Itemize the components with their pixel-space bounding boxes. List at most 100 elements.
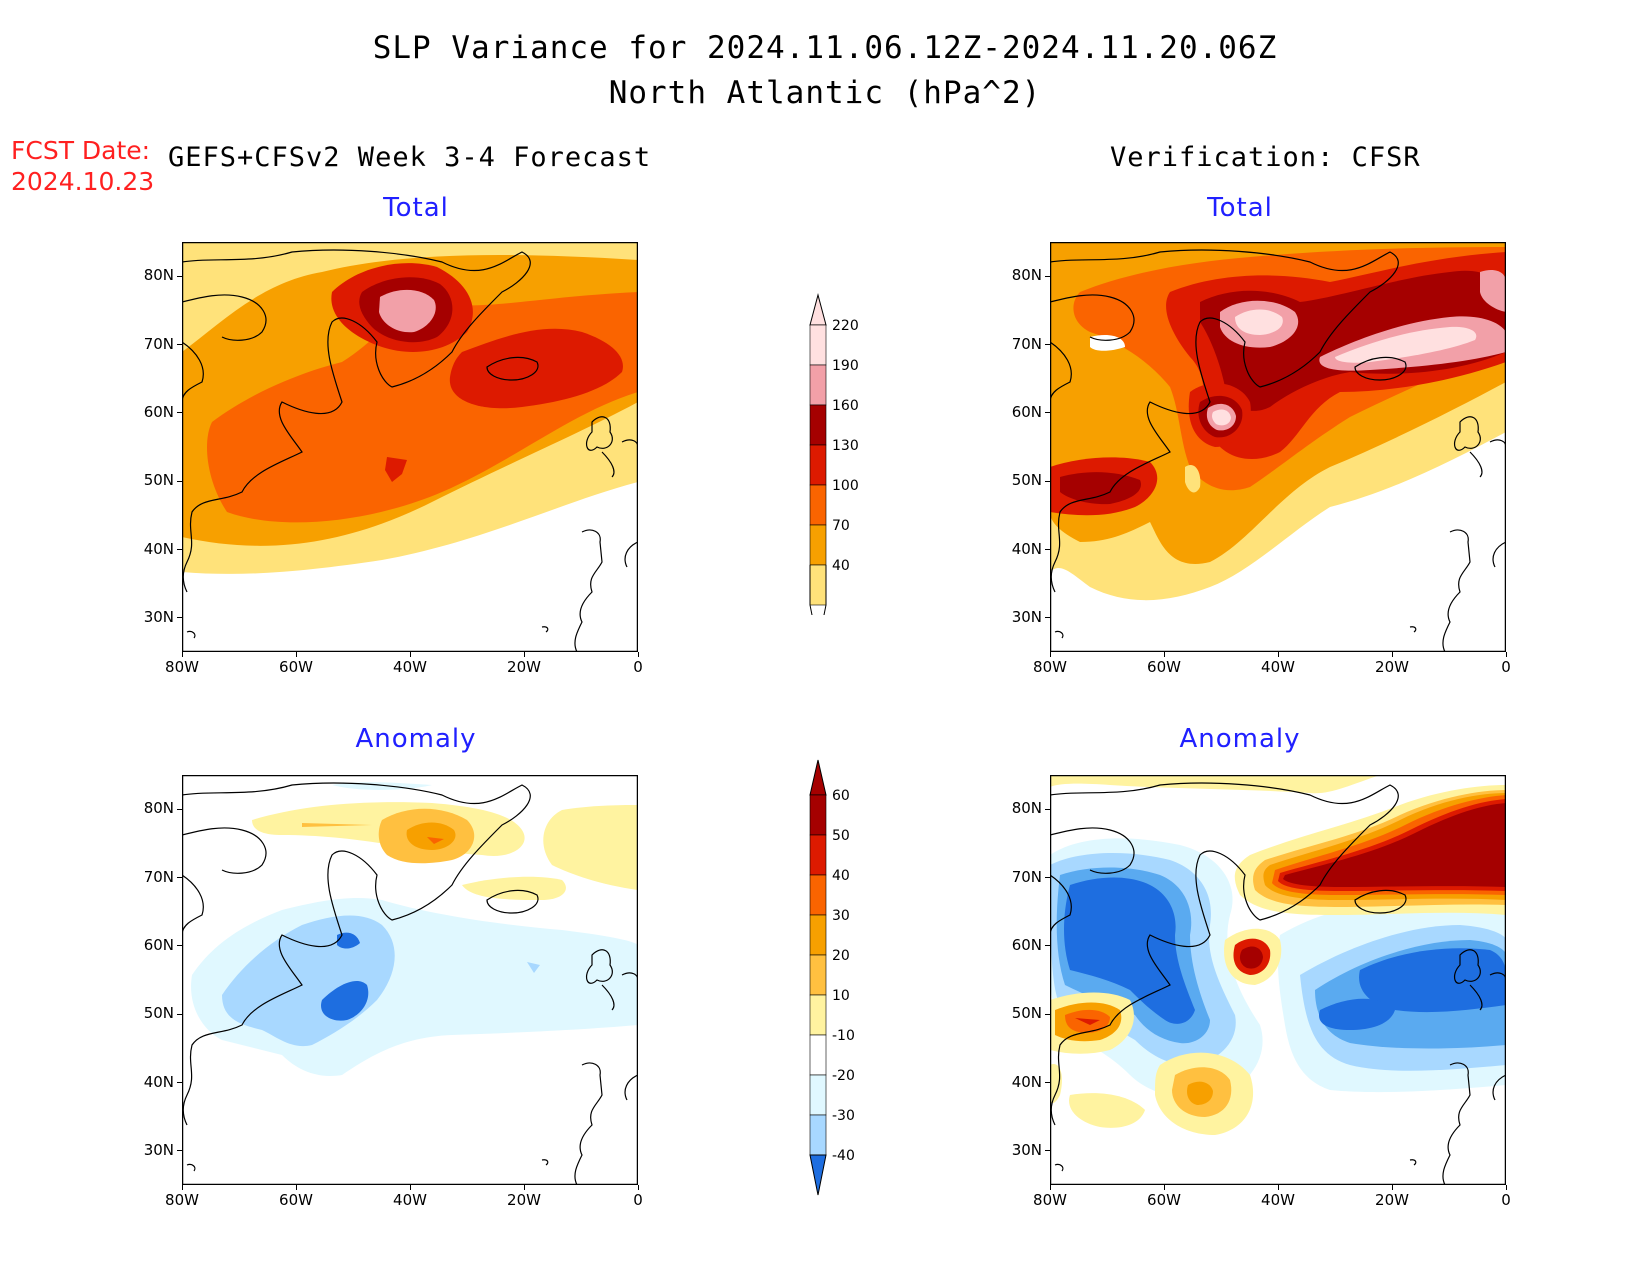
colorbar-level-label: 70 — [832, 518, 850, 534]
contour-220-south — [1212, 409, 1231, 426]
lon-tick-mark — [181, 652, 183, 657]
lon-tick-mark — [1049, 1185, 1051, 1190]
lat-tick-label: 80N — [1011, 266, 1042, 285]
lat-tick-mark — [177, 877, 182, 878]
contour-10-s — [462, 876, 566, 900]
lon-tick-label: 60W — [279, 658, 313, 676]
lat-tick-label: 60N — [143, 402, 174, 421]
lat-tick-label: 40N — [1011, 539, 1042, 558]
contour-10-top — [1050, 775, 1380, 794]
contour-10-e — [543, 805, 638, 890]
contour-20-n — [302, 823, 372, 827]
colorbar-level-label: 100 — [832, 478, 859, 494]
colorbar-bottom-arrow — [809, 1154, 827, 1196]
lat-tick-label: 40N — [143, 539, 174, 558]
contour-neg40-east-b — [1319, 998, 1395, 1030]
lat-tick-label: 80N — [143, 799, 174, 818]
lat-tick-mark — [1045, 945, 1050, 947]
lon-tick-label: 60W — [1147, 658, 1181, 676]
lat-tick-mark — [1045, 1150, 1050, 1152]
contour-60-mid — [1239, 946, 1263, 969]
lat-tick-mark — [177, 344, 182, 345]
contour-10-swedge — [1050, 1064, 1062, 1104]
fcst-total-map — [182, 242, 638, 652]
colorbar-segment — [809, 564, 827, 606]
verification-heading: Verification: CFSR — [1110, 142, 1421, 173]
lat-tick-mark — [177, 412, 182, 414]
lon-tick-label: 40W — [1261, 1191, 1295, 1209]
lat-tick-label: 30N — [143, 607, 174, 626]
lat-tick-mark — [1045, 1013, 1050, 1015]
lat-tick-mark — [177, 275, 182, 277]
lat-tick-mark — [1045, 412, 1050, 414]
lon-tick-label: 80W — [165, 1191, 199, 1209]
lon-tick-label: 40W — [393, 1191, 427, 1209]
lon-tick-label: 60W — [279, 1191, 313, 1209]
lon-tick-mark — [523, 652, 525, 657]
lat-tick-mark — [177, 1082, 182, 1083]
lat-tick-label: 30N — [1011, 607, 1042, 626]
contour-160-west — [1060, 472, 1141, 505]
lon-tick-label: 40W — [1261, 658, 1295, 676]
lon-tick-mark — [637, 652, 639, 657]
lat-tick-mark — [177, 808, 182, 810]
contour-neg40-west — [1064, 877, 1195, 1024]
lon-tick-mark — [295, 652, 297, 657]
lat-tick-label: 40N — [1011, 1072, 1042, 1091]
fcst-total-title: Total — [383, 193, 449, 223]
lon-tick-mark — [637, 1185, 639, 1190]
coastlines — [182, 249, 638, 652]
forecast-heading: GEFS+CFSv2 Week 3-4 Forecast — [168, 142, 652, 173]
lat-tick-label: 70N — [1011, 867, 1042, 886]
lat-tick-label: 60N — [1011, 402, 1042, 421]
lat-tick-mark — [1045, 344, 1050, 345]
obs-anomaly-title: Anomaly — [1179, 724, 1301, 754]
obs-total-map — [1050, 242, 1506, 652]
contour-40-spot — [1185, 464, 1201, 493]
lon-tick-label: 20W — [507, 658, 541, 676]
lat-tick-mark — [177, 945, 182, 947]
lat-tick-mark — [177, 617, 182, 619]
lon-tick-mark — [1163, 1185, 1165, 1190]
colorbar-level-label: 160 — [832, 398, 859, 414]
lat-tick-label: 70N — [1011, 334, 1042, 353]
colorbar-level-label: 50 — [832, 828, 850, 844]
colorbar-level-label: -30 — [832, 1108, 855, 1124]
contour-190-c — [1480, 270, 1506, 312]
colorbar-level-label: 190 — [832, 358, 859, 374]
lon-tick-label: 60W — [1147, 1191, 1181, 1209]
lat-tick-label: 60N — [1011, 935, 1042, 954]
fcst-date-label: FCST Date: — [11, 136, 151, 165]
colorbar-segment — [809, 404, 827, 446]
colorbar-level-label: 40 — [832, 868, 850, 884]
colorbar-segment — [809, 444, 827, 486]
contour-30 — [406, 822, 456, 850]
lon-tick-label: 40W — [393, 658, 427, 676]
lat-tick-label: 50N — [143, 1004, 174, 1023]
colorbar-segment — [809, 794, 827, 836]
lon-tick-mark — [1505, 1185, 1507, 1190]
lon-tick-mark — [1277, 1185, 1279, 1190]
contour-220-a — [1235, 309, 1283, 335]
lat-tick-label: 40N — [143, 1072, 174, 1091]
colorbar-level-label: 130 — [832, 438, 859, 454]
lon-tick-mark — [1277, 652, 1279, 657]
lat-tick-label: 50N — [1011, 1004, 1042, 1023]
coastlines — [1050, 249, 1506, 652]
contour-130-east — [449, 328, 623, 409]
contour-40-spot — [427, 837, 444, 844]
lat-tick-label: 30N — [143, 1140, 174, 1159]
contour-neg20-e — [527, 962, 540, 973]
coastlines — [182, 782, 638, 1185]
colorbar-level-label: 20 — [832, 948, 850, 964]
anomaly-colorbar: 60 50 40 30 20 10 -10 -20 -30 -40 — [809, 759, 855, 1196]
contour-220-b — [1335, 326, 1477, 363]
colorbar-segment — [809, 994, 827, 1036]
colorbar-level-label: -40 — [832, 1148, 855, 1164]
total-colorbar: 220 190 160 130 100 70 40 — [809, 293, 859, 615]
contour-190 — [379, 289, 436, 333]
lon-tick-mark — [409, 1185, 411, 1190]
colorbar-top-arrow — [809, 759, 827, 796]
colorbar-level-label: 40 — [832, 558, 850, 574]
figure-subtitle: North Atlantic (hPa^2) — [608, 75, 1042, 111]
